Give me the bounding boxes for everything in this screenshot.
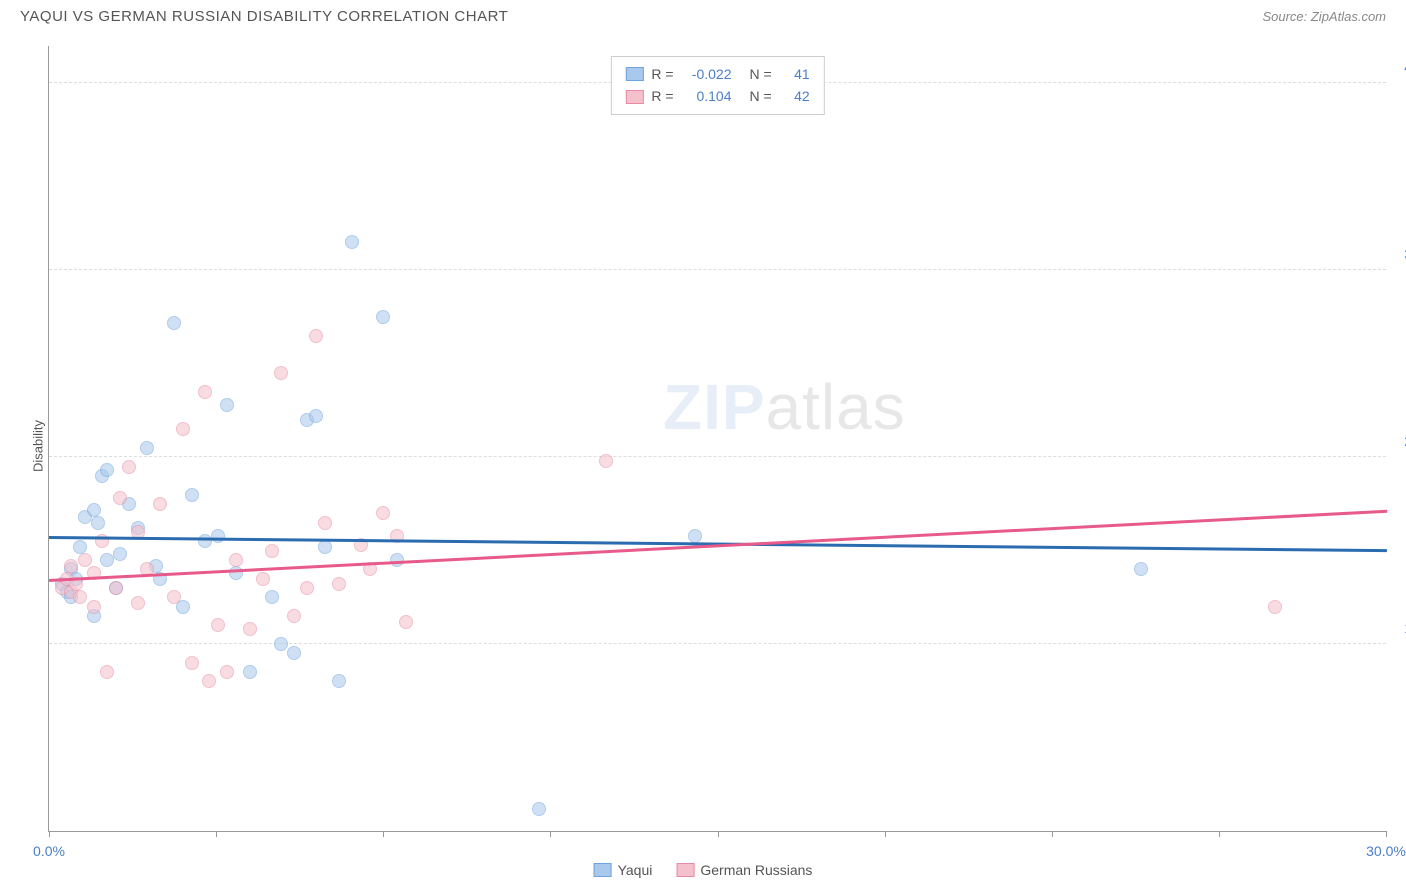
watermark-thin: atlas	[766, 371, 906, 443]
data-point	[100, 665, 114, 679]
data-point	[91, 516, 105, 530]
legend-series-item: Yaqui	[594, 862, 653, 878]
data-point	[73, 590, 87, 604]
legend-n-label: N =	[750, 63, 772, 85]
data-point	[202, 674, 216, 688]
data-point	[100, 463, 114, 477]
data-point	[318, 516, 332, 530]
data-point	[131, 596, 145, 610]
data-point	[318, 540, 332, 554]
legend-stat-row: R = 0.104 N = 42	[625, 85, 809, 107]
data-point	[185, 656, 199, 670]
data-point	[265, 544, 279, 558]
watermark-bold: ZIP	[663, 371, 766, 443]
data-point	[64, 559, 78, 573]
x-tick	[49, 831, 50, 837]
data-point	[599, 454, 613, 468]
source-label: Source: ZipAtlas.com	[1262, 9, 1386, 24]
x-tick	[383, 831, 384, 837]
watermark: ZIPatlas	[663, 370, 906, 444]
x-tick	[885, 831, 886, 837]
data-point	[345, 235, 359, 249]
data-point	[309, 409, 323, 423]
legend-swatch	[625, 67, 643, 81]
data-point	[256, 572, 270, 586]
data-point	[274, 366, 288, 380]
data-point	[332, 674, 346, 688]
data-point	[87, 503, 101, 517]
data-point	[113, 547, 127, 561]
chart-container: YAQUI VS GERMAN RUSSIAN DISABILITY CORRE…	[0, 0, 1406, 892]
legend-r-label: R =	[651, 85, 673, 107]
chart-title: YAQUI VS GERMAN RUSSIAN DISABILITY CORRE…	[20, 8, 508, 25]
data-point	[113, 491, 127, 505]
legend-series-item: German Russians	[676, 862, 812, 878]
title-bar: YAQUI VS GERMAN RUSSIAN DISABILITY CORRE…	[0, 0, 1406, 31]
data-point	[532, 802, 546, 816]
data-point	[140, 441, 154, 455]
legend-swatch	[594, 863, 612, 877]
legend-bottom: Yaqui German Russians	[594, 862, 813, 878]
data-point	[243, 665, 257, 679]
data-point	[122, 460, 136, 474]
data-point	[1134, 562, 1148, 576]
data-point	[109, 581, 123, 595]
data-point	[87, 600, 101, 614]
data-point	[78, 553, 92, 567]
data-point	[198, 534, 212, 548]
trend-line	[49, 510, 1387, 582]
data-point	[287, 646, 301, 660]
gridline	[49, 456, 1386, 457]
x-tick	[1386, 831, 1387, 837]
legend-stats-box: R = -0.022 N = 41 R = 0.104 N = 42	[610, 56, 824, 115]
legend-r-value: 0.104	[682, 85, 732, 107]
data-point	[688, 529, 702, 543]
data-point	[185, 488, 199, 502]
data-point	[198, 385, 212, 399]
data-point	[265, 590, 279, 604]
data-point	[229, 553, 243, 567]
legend-n-label: N =	[750, 85, 772, 107]
data-point	[220, 398, 234, 412]
data-point	[211, 618, 225, 632]
x-tick	[1052, 831, 1053, 837]
legend-swatch	[676, 863, 694, 877]
legend-r-label: R =	[651, 63, 673, 85]
data-point	[211, 529, 225, 543]
data-point	[243, 622, 257, 636]
data-point	[220, 665, 234, 679]
data-point	[100, 553, 114, 567]
data-point	[309, 329, 323, 343]
x-tick-label: 30.0%	[1366, 843, 1406, 859]
legend-r-value: -0.022	[682, 63, 732, 85]
legend-n-value: 41	[780, 63, 810, 85]
gridline	[49, 643, 1386, 644]
plot-area: ZIPatlas R =-0.022N =41R =0.104N =42 10.…	[48, 46, 1386, 832]
legend-series-label: Yaqui	[618, 862, 653, 878]
data-point	[376, 506, 390, 520]
data-point	[176, 422, 190, 436]
x-tick	[550, 831, 551, 837]
data-point	[274, 637, 288, 651]
x-tick-label: 0.0%	[33, 843, 65, 859]
legend-series-label: German Russians	[700, 862, 812, 878]
data-point	[287, 609, 301, 623]
data-point	[167, 590, 181, 604]
data-point	[153, 497, 167, 511]
data-point	[399, 615, 413, 629]
x-tick	[216, 831, 217, 837]
legend-stat-row: R = -0.022 N = 41	[625, 63, 809, 85]
data-point	[332, 577, 346, 591]
x-tick	[1219, 831, 1220, 837]
y-axis-label: Disability	[31, 420, 46, 472]
data-point	[300, 581, 314, 595]
gridline	[49, 269, 1386, 270]
x-tick	[718, 831, 719, 837]
legend-n-value: 42	[780, 85, 810, 107]
data-point	[376, 310, 390, 324]
data-point	[1268, 600, 1282, 614]
data-point	[167, 316, 181, 330]
data-point	[73, 540, 87, 554]
legend-swatch	[625, 90, 643, 104]
